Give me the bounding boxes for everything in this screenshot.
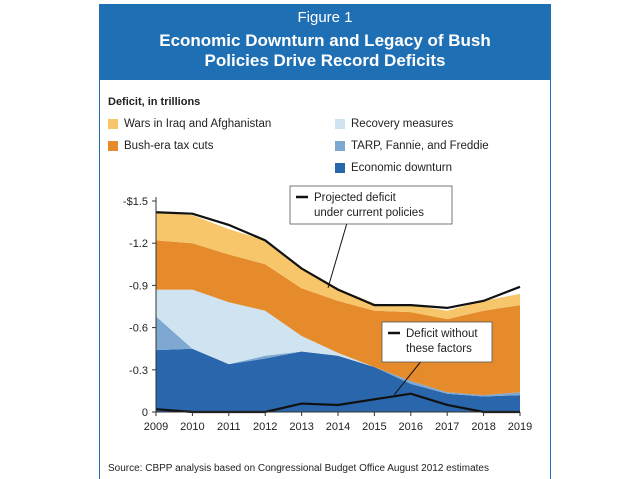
figure-panel: Figure 1 Economic Downturn and Legacy of… (99, 4, 551, 479)
x-tick-label: 2009 (144, 421, 168, 433)
figure-header: Figure 1 Economic Downturn and Legacy of… (100, 4, 550, 80)
y-tick-label: 0 (142, 407, 148, 419)
area-economic-downturn (156, 348, 520, 412)
source-note: Source: CBPP analysis based on Congressi… (108, 463, 489, 474)
chart-title-line1: Economic Downturn and Legacy of Bush (159, 31, 491, 50)
legend-swatch-tax-cuts (108, 141, 118, 151)
area-wars-in-iraq-and-afghanistan (156, 212, 520, 320)
projected-deficit-line (155, 211, 521, 310)
x-tick-label: 2013 (289, 421, 313, 433)
legend-swatch-tarp (335, 141, 345, 151)
area-chart: 0 -0.3 -0.6 -0.9 -1.2 -$1.5 2009 2010 2011 2012 20… (123, 185, 532, 433)
figure-label: Figure 1 (297, 9, 353, 26)
legend-item-recovery: Recovery measures (335, 118, 453, 130)
legend-swatch-downturn (335, 163, 345, 173)
x-tick-label: 2015 (362, 421, 386, 433)
y-tick-label: -1.2 (129, 238, 148, 250)
deficit-without-callout-pointer (394, 361, 421, 395)
area-recovery-measures (156, 289, 520, 396)
y-tick-label: -$1.5 (123, 196, 148, 208)
x-tick-label: 2012 (253, 421, 277, 433)
y-tick-label: -0.3 (129, 365, 148, 377)
y-axis-label: Deficit, in trillions (108, 96, 201, 108)
legend-label-tarp: TARP, Fannie, and Freddie (351, 140, 489, 152)
projected-deficit-callout-text-line1: Projected deficit (314, 192, 397, 204)
deficit-without-callout-text-line1: Deficit without (406, 328, 478, 340)
deficit-without-callout-text-line2: these factors (406, 343, 472, 355)
legend-label-tax-cuts: Bush-era tax cuts (124, 140, 214, 152)
y-tick-label: -0.9 (129, 280, 148, 292)
legend-swatch-wars (108, 119, 118, 129)
legend-swatch-recovery (335, 119, 345, 129)
x-tick-label: 2019 (508, 421, 532, 433)
legend-item-tarp: TARP, Fannie, and Freddie (335, 140, 489, 152)
x-tick-label: 2011 (217, 421, 241, 433)
chart-title: Economic Downturn and Legacy of Bush Pol… (100, 31, 550, 71)
legend-label-wars: Wars in Iraq and Afghanistan (124, 118, 272, 130)
legend-label-recovery: Recovery measures (351, 118, 454, 130)
projected-deficit-callout-text-line2: under current policies (314, 207, 424, 219)
legend-label-downturn: Economic downturn (351, 162, 452, 174)
x-tick-label: 2017 (435, 421, 459, 433)
deficit-without-callout-box (381, 321, 493, 363)
legend-item-tax-cuts: Bush-era tax cuts (108, 140, 213, 152)
x-tick-label: 2010 (180, 421, 204, 433)
projected-deficit-callout-box (289, 185, 453, 225)
x-tick-label: 2016 (399, 421, 423, 433)
legend-item-wars: Wars in Iraq and Afghanistan (108, 118, 271, 130)
chart-title-line2: Policies Drive Record Deficits (204, 51, 446, 70)
projected-deficit-callout-pointer (327, 223, 348, 288)
x-tick-label: 2018 (471, 421, 495, 433)
y-tick-label: -0.6 (129, 323, 148, 335)
x-tick-label: 2014 (326, 421, 350, 433)
legend-item-downturn: Economic downturn (335, 162, 452, 174)
